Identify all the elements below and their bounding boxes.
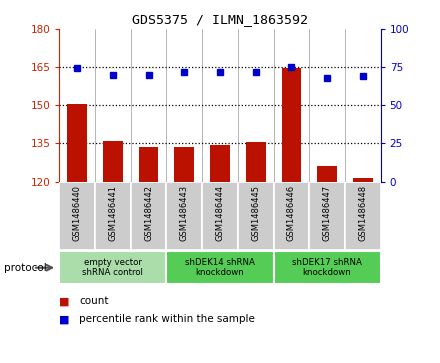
Text: GDS5375 / ILMN_1863592: GDS5375 / ILMN_1863592 xyxy=(132,13,308,26)
Text: GSM1486444: GSM1486444 xyxy=(216,185,224,241)
Text: GSM1486442: GSM1486442 xyxy=(144,185,153,241)
Text: GSM1486440: GSM1486440 xyxy=(73,185,82,241)
Text: GSM1486445: GSM1486445 xyxy=(251,185,260,241)
Bar xyxy=(353,178,373,182)
Bar xyxy=(139,147,158,182)
Text: percentile rank within the sample: percentile rank within the sample xyxy=(79,314,255,325)
Text: GSM1486448: GSM1486448 xyxy=(358,185,367,241)
Bar xyxy=(345,182,381,250)
Bar xyxy=(210,145,230,182)
Bar xyxy=(202,182,238,250)
Bar xyxy=(95,182,131,250)
Text: shDEK17 shRNA
knockdown: shDEK17 shRNA knockdown xyxy=(292,258,362,277)
Bar xyxy=(309,182,345,250)
Bar xyxy=(166,182,202,250)
Text: GSM1486441: GSM1486441 xyxy=(108,185,117,241)
Bar xyxy=(246,142,265,182)
Bar xyxy=(166,251,274,284)
Bar xyxy=(175,147,194,182)
Text: count: count xyxy=(79,296,109,306)
Bar xyxy=(282,69,301,182)
Text: shDEK14 shRNA
knockdown: shDEK14 shRNA knockdown xyxy=(185,258,255,277)
Bar xyxy=(274,182,309,250)
Bar xyxy=(103,141,123,182)
Bar xyxy=(67,104,87,182)
Text: protocol: protocol xyxy=(4,263,47,273)
Bar xyxy=(238,182,274,250)
Bar xyxy=(131,182,166,250)
Bar xyxy=(317,166,337,182)
Bar xyxy=(274,251,381,284)
Text: GSM1486447: GSM1486447 xyxy=(323,185,332,241)
Bar xyxy=(59,182,95,250)
Text: GSM1486443: GSM1486443 xyxy=(180,185,189,241)
Text: ■: ■ xyxy=(59,314,70,325)
Text: GSM1486446: GSM1486446 xyxy=(287,185,296,241)
Bar xyxy=(59,251,166,284)
Text: ■: ■ xyxy=(59,296,70,306)
Text: empty vector
shRNA control: empty vector shRNA control xyxy=(82,258,143,277)
